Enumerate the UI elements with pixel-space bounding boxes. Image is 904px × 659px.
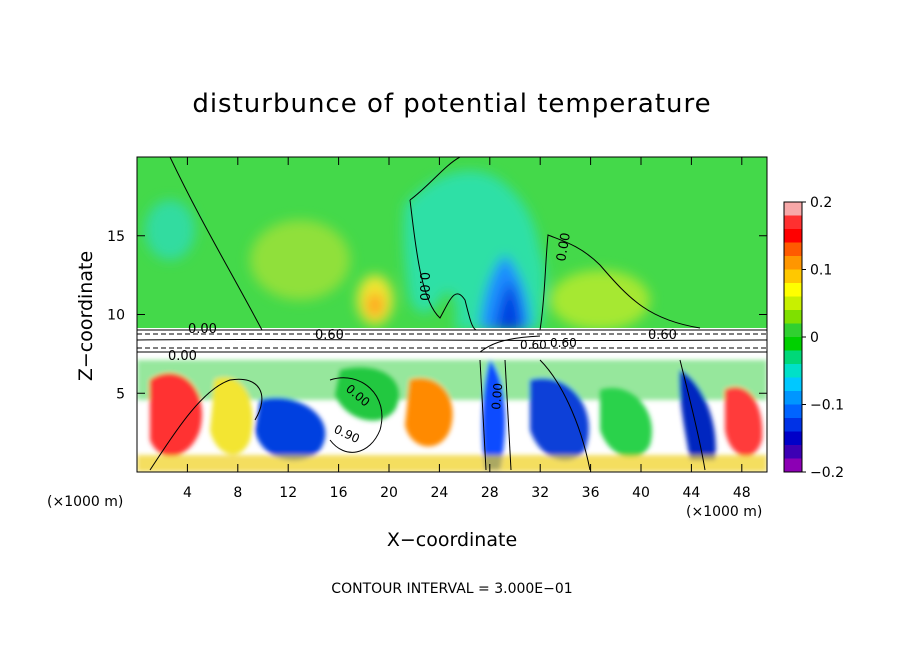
lower-blue-swirl-a: [255, 398, 326, 461]
y-tick-label: 15: [107, 229, 125, 245]
colorbar-swatch: [784, 269, 802, 284]
yellowgreen-left: [250, 220, 350, 300]
colorbar-swatch: [784, 202, 802, 216]
x-tick-label: 36: [582, 485, 600, 501]
colorbar-swatch: [784, 377, 802, 392]
contour-label-group: 0.00 0.60 0.00 0.00 0.60 0.00 0.60 0.00 …: [168, 232, 677, 446]
x-unit-right: (×1000 m): [686, 504, 762, 520]
x-tick-label: 32: [531, 485, 549, 501]
blue-plume-core: [495, 280, 522, 330]
lower-green-swirl: [335, 367, 399, 421]
x-tick-label: 40: [632, 485, 650, 501]
x-tick-label: 12: [279, 485, 297, 501]
cyan-patch-left: [145, 200, 195, 260]
colorbar-swatch: [784, 215, 802, 230]
contour-label: 0.00: [188, 322, 217, 337]
lower-green-swirl-b: [600, 388, 652, 457]
colorbar-swatch: [784, 431, 802, 446]
y-tick-label: 5: [116, 386, 125, 402]
x-tick-label: 8: [233, 485, 242, 501]
yellowgreen-right: [550, 270, 650, 330]
x-tick-label: 20: [380, 485, 398, 501]
colorbar: 0.2 0.1 0 −0.1 −0.2: [783, 195, 844, 481]
x-tick-label: 28: [481, 485, 499, 501]
colorbar-swatch: [784, 418, 802, 432]
colorbar-swatch: [784, 337, 802, 351]
contour-lines: [137, 157, 767, 471]
lower-blue-swirl-c: [530, 378, 589, 461]
lower-yellow-bottom: [137, 455, 767, 472]
lower-blue-swirl-d: [679, 370, 716, 460]
colorbar-tick-label: 0: [810, 330, 819, 346]
colorbar-swatch: [784, 404, 802, 419]
chart-title: disturbunce of potential temperature: [192, 89, 711, 119]
contour-label: 0.60: [648, 328, 677, 343]
contour-label: 0.00: [489, 382, 505, 410]
colorbar-swatch: [784, 256, 802, 270]
contour-label: 0.60: [550, 336, 577, 350]
colorbar-swatch: [784, 458, 802, 473]
heatmap-field: [137, 157, 767, 472]
colorbar-swatch: [784, 323, 802, 338]
colorbar-swatch: [784, 391, 802, 405]
lower-blue-swirl-b: [482, 360, 506, 470]
x-tick-label: 16: [330, 485, 348, 501]
colorbar-tick-label: −0.2: [810, 465, 844, 481]
x-tick-label: 24: [430, 485, 448, 501]
colorbar-tick-label: −0.1: [810, 398, 844, 414]
lower-red-swirl-b: [725, 387, 763, 457]
contour-label: 0.00: [416, 272, 431, 301]
colorbar-swatch: [784, 310, 802, 324]
colorbar-swatch: [784, 364, 802, 378]
colorbar-swatch: [784, 350, 802, 365]
orange-spot: [367, 293, 383, 317]
lower-orange-swirl: [405, 378, 453, 447]
colorbar-tick-label: 0.1: [810, 263, 832, 279]
x-unit-left: (×1000 m): [47, 494, 123, 510]
colorbar-swatch: [784, 229, 802, 243]
x-axis-label: X−coordinate: [387, 529, 517, 551]
y-tick-label: 10: [107, 308, 125, 324]
lower-yellow-swirl-a: [210, 378, 253, 455]
colorbar-swatch: [784, 242, 802, 257]
colorbar-swatch: [784, 283, 802, 297]
contour-label: 0.60: [315, 328, 344, 343]
lower-red-swirl-a: [150, 373, 202, 457]
x-tick-label: 48: [733, 485, 751, 501]
colorbar-tick-label: 0.2: [810, 195, 832, 211]
x-tick-label: 4: [183, 485, 192, 501]
x-tick-label: 44: [682, 485, 700, 501]
colorbar-swatch: [784, 445, 802, 459]
y-axis-label: Z−coordinate: [75, 251, 97, 381]
contour-interval-footer: CONTOUR INTERVAL = 3.000E−01: [331, 581, 572, 597]
contour-label: 0.00: [168, 349, 197, 364]
contour-label: 0.00: [554, 232, 574, 263]
contour-label: 0.60: [520, 338, 547, 352]
colorbar-swatch: [784, 296, 802, 311]
